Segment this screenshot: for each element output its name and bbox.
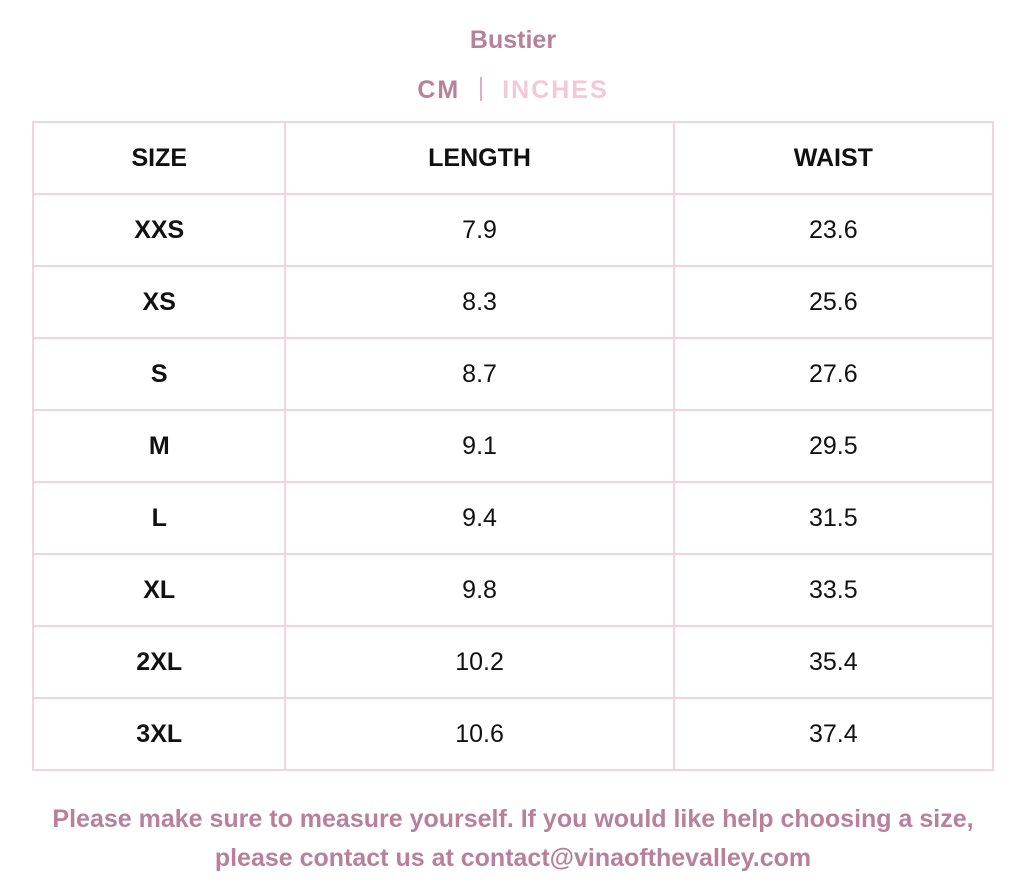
title: Bustier — [469, 26, 557, 54]
size-cell: 2XL — [31, 625, 287, 699]
value-cell: 37.4 — [672, 697, 995, 771]
column-header: WAIST — [672, 121, 995, 195]
unit-cm[interactable]: CM — [417, 76, 461, 104]
size-cell: S — [31, 337, 287, 411]
column-header: LENGTH — [284, 121, 675, 195]
table-row: XL 9.8 33.5 — [31, 553, 995, 627]
separator — [480, 77, 483, 101]
size-cell: L — [31, 481, 287, 555]
size-cell: M — [31, 409, 287, 483]
value-cell: 9.1 — [284, 409, 675, 483]
table-row: S 8.7 27.6 — [31, 337, 995, 411]
value-cell: 35.4 — [672, 625, 995, 699]
value-cell: 9.4 — [284, 481, 675, 555]
table-row: M 9.1 29.5 — [31, 409, 995, 483]
value-cell: 8.7 — [284, 337, 675, 411]
value-cell: 10.2 — [284, 625, 675, 699]
value-cell: 23.6 — [672, 193, 995, 267]
unit-toggle: CM INCHES — [0, 76, 1026, 105]
value-cell: 33.5 — [672, 553, 995, 627]
value-cell: 7.9 — [284, 193, 675, 267]
table-row: XXS 7.9 23.6 — [31, 193, 995, 267]
column-header: SIZE — [31, 121, 287, 195]
size-cell: 3XL — [31, 697, 287, 771]
value-cell: 27.6 — [672, 337, 995, 411]
value-cell: 9.8 — [284, 553, 675, 627]
value-cell: 8.3 — [284, 265, 675, 339]
value-cell: 25.6 — [672, 265, 995, 339]
size-cell: XXS — [31, 193, 287, 267]
size-table: SIZE LENGTH WAIST XXS 7.9 23.6 XS 8.3 25.6 S 8.7 2… — [31, 121, 995, 771]
value-cell: 31.5 — [672, 481, 995, 555]
size-cell: XL — [31, 553, 287, 627]
table-row: 2XL 10.2 35.4 — [31, 625, 995, 699]
table-row: XS 8.3 25.6 — [31, 265, 995, 339]
value-cell: 10.6 — [284, 697, 675, 771]
unit-inches[interactable]: INCHES — [502, 76, 609, 104]
table-row: 3XL 10.6 37.4 — [31, 697, 995, 771]
header-row: SIZE LENGTH WAIST — [31, 121, 995, 195]
value-cell: 29.5 — [672, 409, 995, 483]
table-row: L 9.4 31.5 — [31, 481, 995, 555]
size-cell: XS — [31, 265, 287, 339]
footer-note: Please make sure to measure yourself. If… — [52, 805, 974, 872]
